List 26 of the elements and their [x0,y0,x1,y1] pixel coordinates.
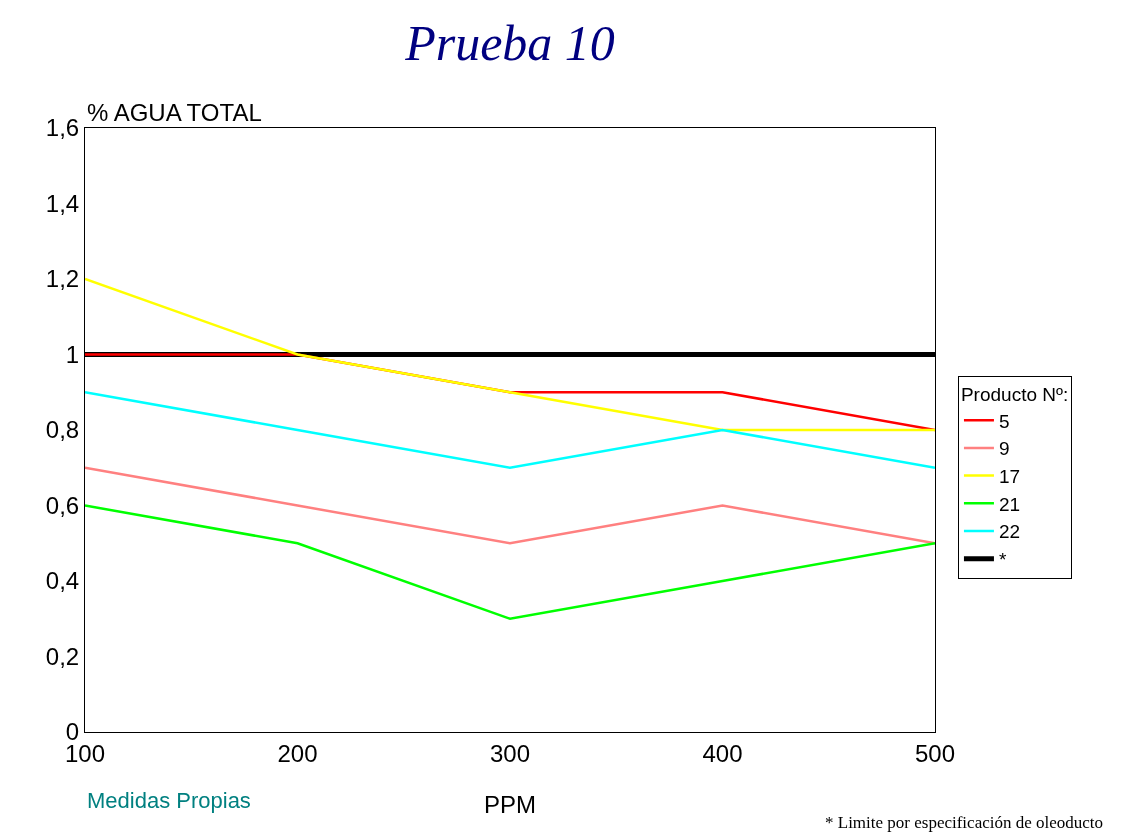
legend-label: 9 [998,438,1010,460]
y-tick-label: 1,4 [45,189,80,217]
legend-label: 21 [998,493,1021,515]
text: Medidas Propias [87,788,251,813]
y-tick-label: 0,8 [45,416,80,444]
y-tick-label: 0,2 [45,642,80,670]
line-series [85,504,935,620]
legend-label: 17 [998,466,1021,487]
chart-title: Prueba 10 [404,15,615,72]
y-axis-title: % AGUA TOTAL [87,99,262,126]
x-tick-label: 300 [489,739,531,767]
y-tick-label: 0,6 [45,491,80,519]
legend-label: 22 [998,521,1021,543]
y-tick-label: 1 [65,340,80,368]
y-tick-label: 1,2 [45,265,80,293]
x-tick-label: 200 [277,739,318,767]
x-axis-title: PPM [483,791,537,819]
legend-label: 5 [998,410,1010,432]
legend-title: Producto Nº: [960,384,1069,406]
y-tick-label: 1,6 [45,114,80,142]
x-tick-label: 500 [914,739,956,767]
legend-label: * [998,549,1007,571]
y-tick-label: 0,4 [45,567,80,595]
text: * Limite por especificación de oleoducto [825,813,1104,832]
line-series [85,277,935,432]
x-tick-label: 400 [702,739,743,767]
